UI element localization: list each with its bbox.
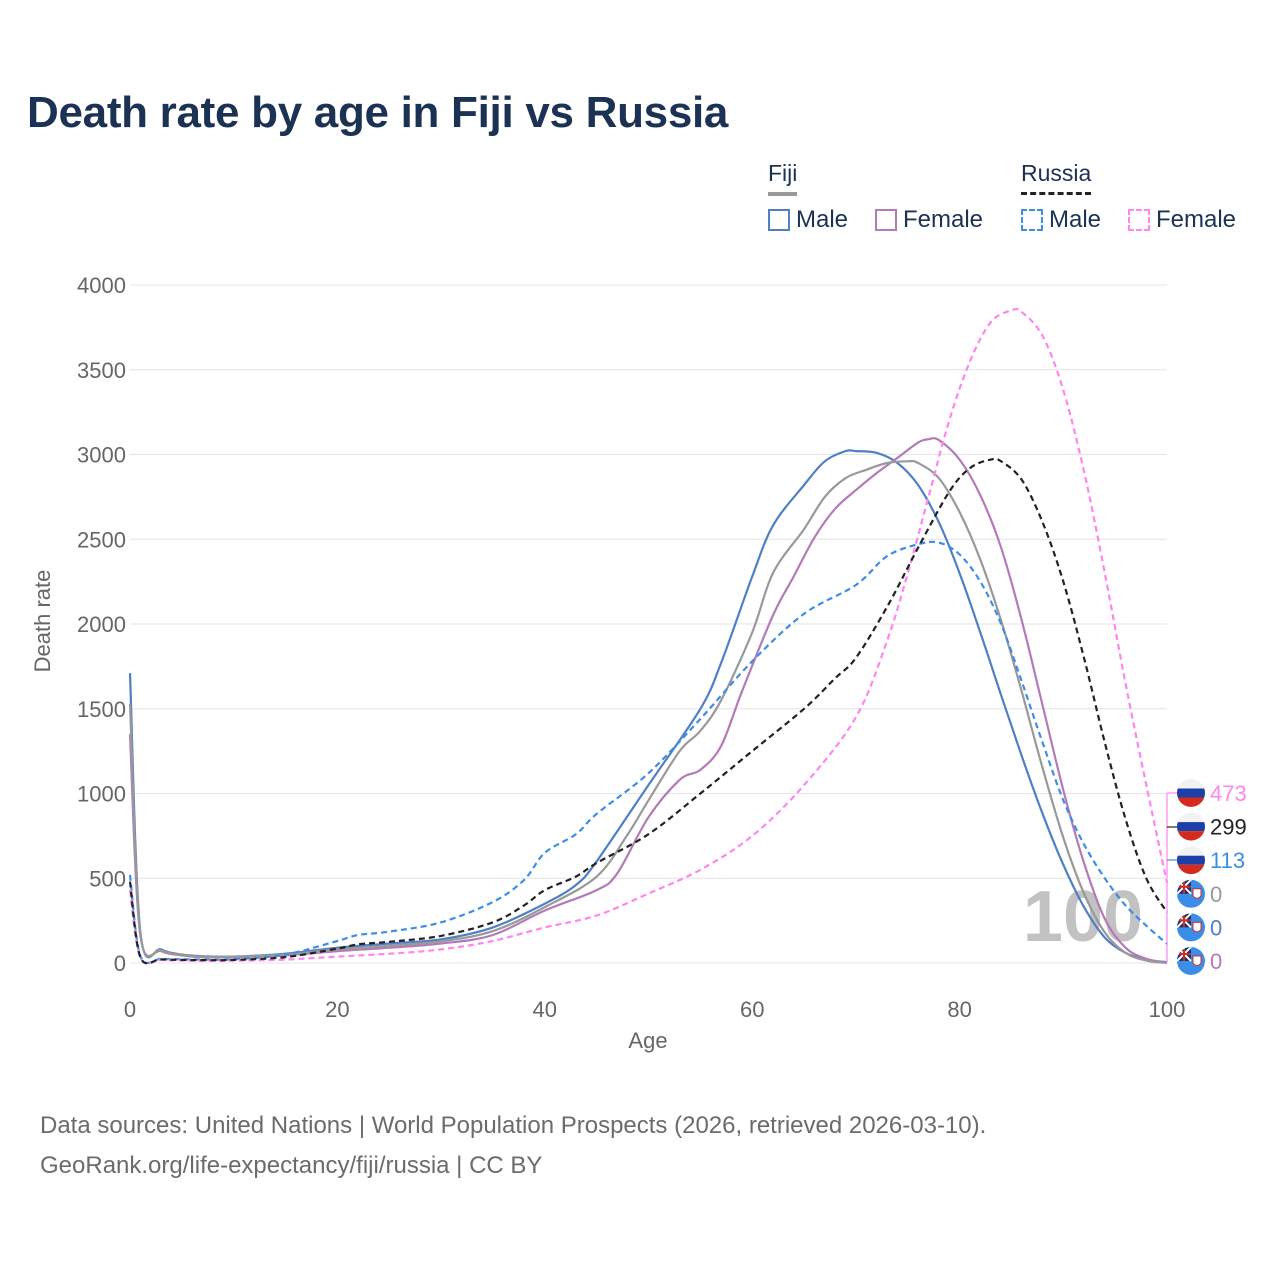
flag-stripe [1177, 846, 1205, 856]
flag-cross [1177, 947, 1191, 961]
legend-item-russia-male[interactable]: Male [1021, 206, 1101, 234]
flag-shield [1192, 955, 1202, 966]
flag-cross [1177, 879, 1191, 894]
x-tick-label: 20 [325, 997, 349, 1022]
flag-stripe [1177, 797, 1205, 807]
legend-label: Male [1049, 206, 1102, 233]
y-tick-label: 4000 [77, 273, 126, 298]
flag-stripe [1177, 855, 1205, 865]
series-line-russia_total [128, 457, 1168, 965]
russia-flag-icon [1177, 779, 1205, 807]
flag-shield [1192, 921, 1202, 933]
end-label-russia_female: 473 [1210, 781, 1247, 806]
series-line-fiji_female [128, 437, 1168, 965]
legend-item-fiji-male[interactable]: Male [768, 206, 848, 234]
x-axis-title: Age [628, 1028, 667, 1053]
fiji-female-swatch [875, 209, 897, 231]
x-axis-ticks: 0 20 40 60 80 100 [124, 997, 1185, 1022]
russia-male-swatch [1021, 209, 1043, 231]
series-layer [128, 307, 1169, 965]
x-tick-label: 40 [533, 997, 557, 1022]
fiji-flag-icon [1177, 879, 1205, 908]
flag-cross [1177, 913, 1191, 928]
end-label-fiji_female: 0 [1210, 949, 1222, 974]
russia-flag-icon [1177, 812, 1205, 841]
footer: Data sources: United Nations | World Pop… [40, 1106, 986, 1186]
page-title: Death rate by age in Fiji vs Russia [27, 88, 729, 137]
end-label-russia_male: 113 [1210, 848, 1245, 873]
flag-stripe [1177, 822, 1205, 832]
flag-stripe [1177, 788, 1205, 798]
russia-female-swatch [1128, 209, 1150, 231]
legend-label: Female [903, 206, 984, 233]
legend-heading-fiji: Fiji [768, 160, 798, 196]
series-line-russia_female [128, 307, 1169, 965]
y-axis-ticks: 0 500 1000 1500 2000 2500 3000 3500 4000 [77, 273, 126, 976]
y-tick-label: 3000 [77, 443, 126, 468]
data-source-note: Data sources: United Nations | World Pop… [40, 1112, 987, 1139]
series-line-fiji_total [128, 459, 1168, 965]
x-tick-label: 0 [124, 997, 136, 1022]
legend-heading-russia: Russia [1021, 160, 1092, 195]
fiji-male-swatch [768, 209, 790, 231]
y-tick-label: 2000 [77, 612, 126, 637]
flag-stripe [1177, 779, 1205, 789]
y-tick-label: 1500 [77, 697, 126, 722]
x-tick-label: 60 [740, 997, 764, 1022]
y-tick-label: 3500 [77, 358, 126, 383]
fiji-flag-icon [1177, 947, 1205, 975]
legend-label: Female [1156, 206, 1237, 233]
x-tick-label: 80 [947, 997, 971, 1022]
legend-item-fiji-female[interactable]: Female [875, 206, 983, 234]
flag-stripe [1177, 864, 1205, 875]
russia-flag-icon [1177, 846, 1205, 875]
end-label-russia_total: 299 [1210, 815, 1247, 840]
series-line-russia_male [128, 540, 1168, 965]
grid-layer [130, 284, 1167, 964]
legend-heading-label: Fiji [768, 160, 798, 186]
y-tick-label: 2500 [77, 527, 126, 552]
legend-heading-label: Russia [1021, 160, 1092, 186]
y-tick-label: 1000 [77, 782, 126, 807]
x-tick-label: 100 [1149, 997, 1186, 1022]
series-line-fiji_male [128, 449, 1168, 964]
end-label-fiji_male: 0 [1210, 915, 1222, 940]
flag-stripe [1177, 812, 1205, 823]
source-link[interactable]: GeoRank.org/life-expectancy/fiji/russia … [40, 1152, 543, 1179]
legend-label: Male [796, 206, 849, 233]
flag-stripe [1177, 831, 1205, 841]
fiji-flag-icon [1177, 913, 1205, 942]
legend-item-russia-female[interactable]: Female [1128, 206, 1236, 234]
y-tick-label: 0 [114, 951, 126, 976]
y-tick-label: 500 [89, 866, 126, 891]
end-labels: 473 299 113 0 0 0 [1166, 779, 1247, 975]
flag-shield [1192, 888, 1202, 899]
end-label-fiji_total: 0 [1210, 882, 1222, 907]
y-axis-title: Death rate [30, 570, 55, 673]
